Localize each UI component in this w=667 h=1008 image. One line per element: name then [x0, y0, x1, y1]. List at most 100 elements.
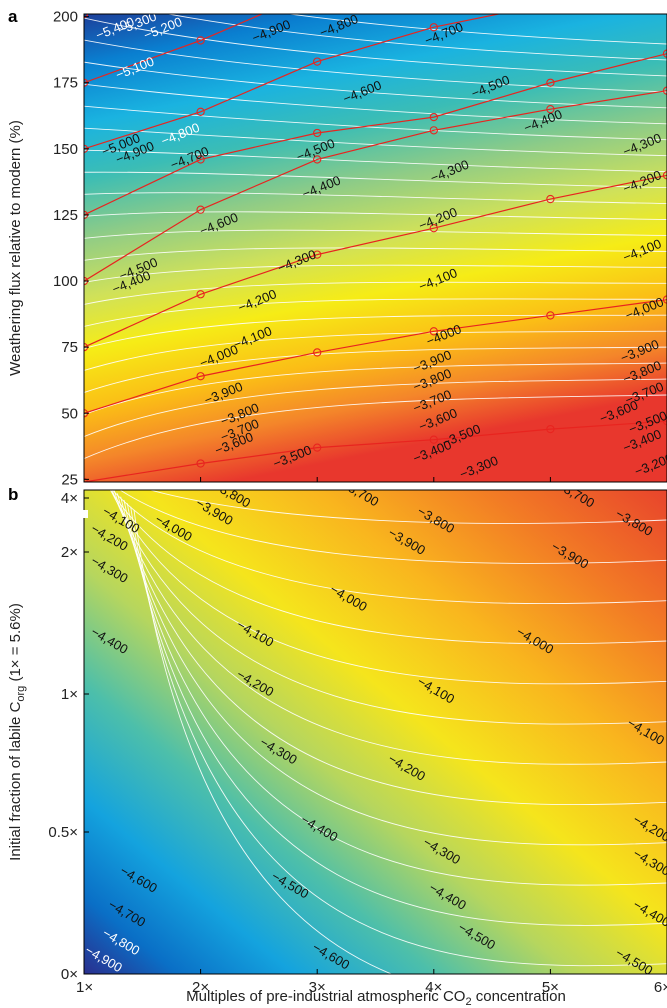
- panel-a-red-marker: [429, 126, 438, 135]
- panel-a-isoline: [84, 281, 667, 305]
- panel-a-red-marker: [313, 443, 322, 452]
- panel-a-ytick-label: 75: [61, 339, 78, 356]
- panel-a-red-marker: [196, 205, 205, 214]
- panel-a-isoline: [84, 378, 667, 437]
- panel-b-axis-break: [78, 510, 88, 518]
- panel-a-ytick-label: 175: [53, 75, 78, 92]
- panel-b-isoline: [123, 499, 667, 886]
- panel-b-isoline: [149, 490, 667, 524]
- panel-a-red-marker: [546, 78, 555, 87]
- panel-b-isoline: [116, 493, 667, 806]
- panel-a-red-line: [84, 53, 667, 216]
- panel-a-isoline: [165, 14, 667, 61]
- x-axis-label-part2: concentration: [472, 988, 566, 1005]
- panel-a-isoline: [84, 127, 667, 157]
- panel-a-isoline: [84, 211, 667, 220]
- panel-a-isoline: [84, 39, 667, 93]
- panel-a-red-marker: [196, 155, 205, 164]
- panel-b-ytick-label: 2×: [61, 544, 78, 561]
- panel-b-isoline: [120, 496, 667, 846]
- panel-a-isoline: [84, 83, 667, 125]
- panel-a-red-marker: [313, 57, 322, 66]
- panel-a-isoline: [84, 314, 667, 349]
- panel-a-red-marker: [429, 435, 438, 444]
- panel-b-field: [84, 490, 667, 974]
- panel-a-red-marker: [546, 424, 555, 434]
- panel-a-isoline: [84, 298, 667, 327]
- panel-a-red-marker: [313, 128, 322, 138]
- panel-a-red-marker: [313, 348, 322, 357]
- panel-b-isoline: [130, 506, 667, 967]
- x-axis-label-sub: 2: [465, 996, 471, 1008]
- panel-a-red-marker: [196, 290, 205, 299]
- panel-a-red-marker: [429, 112, 438, 122]
- panel-b-isoline: [119, 490, 667, 564]
- panel-a-red-marker: [546, 105, 555, 114]
- panel-a-ytick-label: 125: [53, 207, 78, 224]
- panel-a-red-marker: [547, 0, 554, 7]
- panel-a-red-marker: [196, 372, 205, 381]
- panel-b-xtick-label: 1×: [76, 979, 93, 996]
- panel-b-isoline: [111, 490, 667, 604]
- panel-a-isoline: [84, 264, 667, 283]
- panel-b-isoline: [111, 490, 667, 725]
- panel-b-frame: [83, 489, 667, 975]
- panel-a-isoline: [84, 247, 667, 261]
- panel-b-ylabel: Initial fraction of labile Corg (1× = 5.…: [7, 603, 27, 861]
- x-axis-label: Multiples of pre-industrial atmospheric …: [186, 988, 566, 1008]
- panel-a-isoline: [84, 330, 667, 371]
- panel-a-red-marker: [313, 250, 322, 259]
- panel-a-red-line: [84, 174, 667, 348]
- panel-b-isoline: [133, 509, 393, 974]
- panel-b-ytick-label: 1×: [61, 686, 78, 703]
- panel-a-red-marker: [662, 171, 667, 180]
- panel-a-red-marker: [196, 107, 205, 116]
- panel-a-isoline: [84, 346, 667, 393]
- panel-a-red-marker: [429, 23, 438, 32]
- panel-b-isoline: [126, 503, 667, 926]
- panel-b-xtick-label: 2×: [192, 979, 209, 996]
- panel-a-isoline: [84, 149, 667, 173]
- panel-a-isoline: [84, 362, 667, 415]
- panel-a-red-marker: [196, 459, 205, 468]
- panel-b-ylabel-sub: org: [15, 686, 27, 702]
- panel-a-red-marker: [429, 327, 438, 336]
- panel-a-isoline: [84, 192, 667, 204]
- panel-b-ytick-label: 0.5×: [48, 824, 78, 841]
- panel-a-red-line: [84, 90, 667, 282]
- panel-a-red-marker: [429, 224, 438, 233]
- panel-b-ytick-label: 4×: [61, 490, 78, 507]
- panel-a-red-line: [84, 298, 667, 414]
- panel-a-red-marker: [196, 36, 205, 45]
- panel-a-label: a: [8, 7, 18, 26]
- panel-a-isoline: [84, 105, 667, 141]
- x-axis-label-part1: Multiples of pre-industrial atmospheric …: [186, 988, 465, 1005]
- panel-a-red-marker: [662, 49, 667, 58]
- panel-b-isoline: [110, 490, 667, 645]
- panel-a-ytick-label: 200: [53, 9, 78, 26]
- panel-a-ytick-label: 50: [61, 405, 78, 422]
- panel-b-ylabel-part2: (1× = 5.6%): [7, 603, 24, 686]
- panel-a-ytick-label: 100: [53, 273, 78, 290]
- panel-a-red-marker: [662, 86, 667, 95]
- panel-b-isoline: [113, 490, 667, 765]
- panel-b-ylabel-part1: Initial fraction of labile C: [7, 701, 24, 860]
- panel-a-isoline: [84, 229, 667, 239]
- panel-a-isoline: [84, 61, 667, 109]
- panel-a-ytick-label: 25: [61, 471, 78, 488]
- panel-a-red-marker: [546, 194, 555, 204]
- axis-ticks: 25 50 75 100 125 150 175 200 0× 0.5× 1× 2× 4× 1× 2× 3× 4…: [48, 9, 667, 996]
- panel-a-red-marker: [546, 311, 555, 320]
- panel-a-red-line: [84, 420, 667, 482]
- panel-a-red-line: [84, 14, 502, 150]
- panel-a-ylabel: Weathering flux relative to modern (%): [7, 120, 24, 376]
- panel-a-isoline: [84, 171, 667, 189]
- panel-b-xtick-label: 4×: [425, 979, 442, 996]
- panel-b-xtick-label: 3×: [309, 979, 326, 996]
- panel-a-ytick-label: 150: [53, 141, 78, 158]
- panel-a-frame: [83, 13, 667, 483]
- panel-a-isoline: [286, 14, 667, 45]
- panel-b-xtick-label: 5×: [542, 979, 559, 996]
